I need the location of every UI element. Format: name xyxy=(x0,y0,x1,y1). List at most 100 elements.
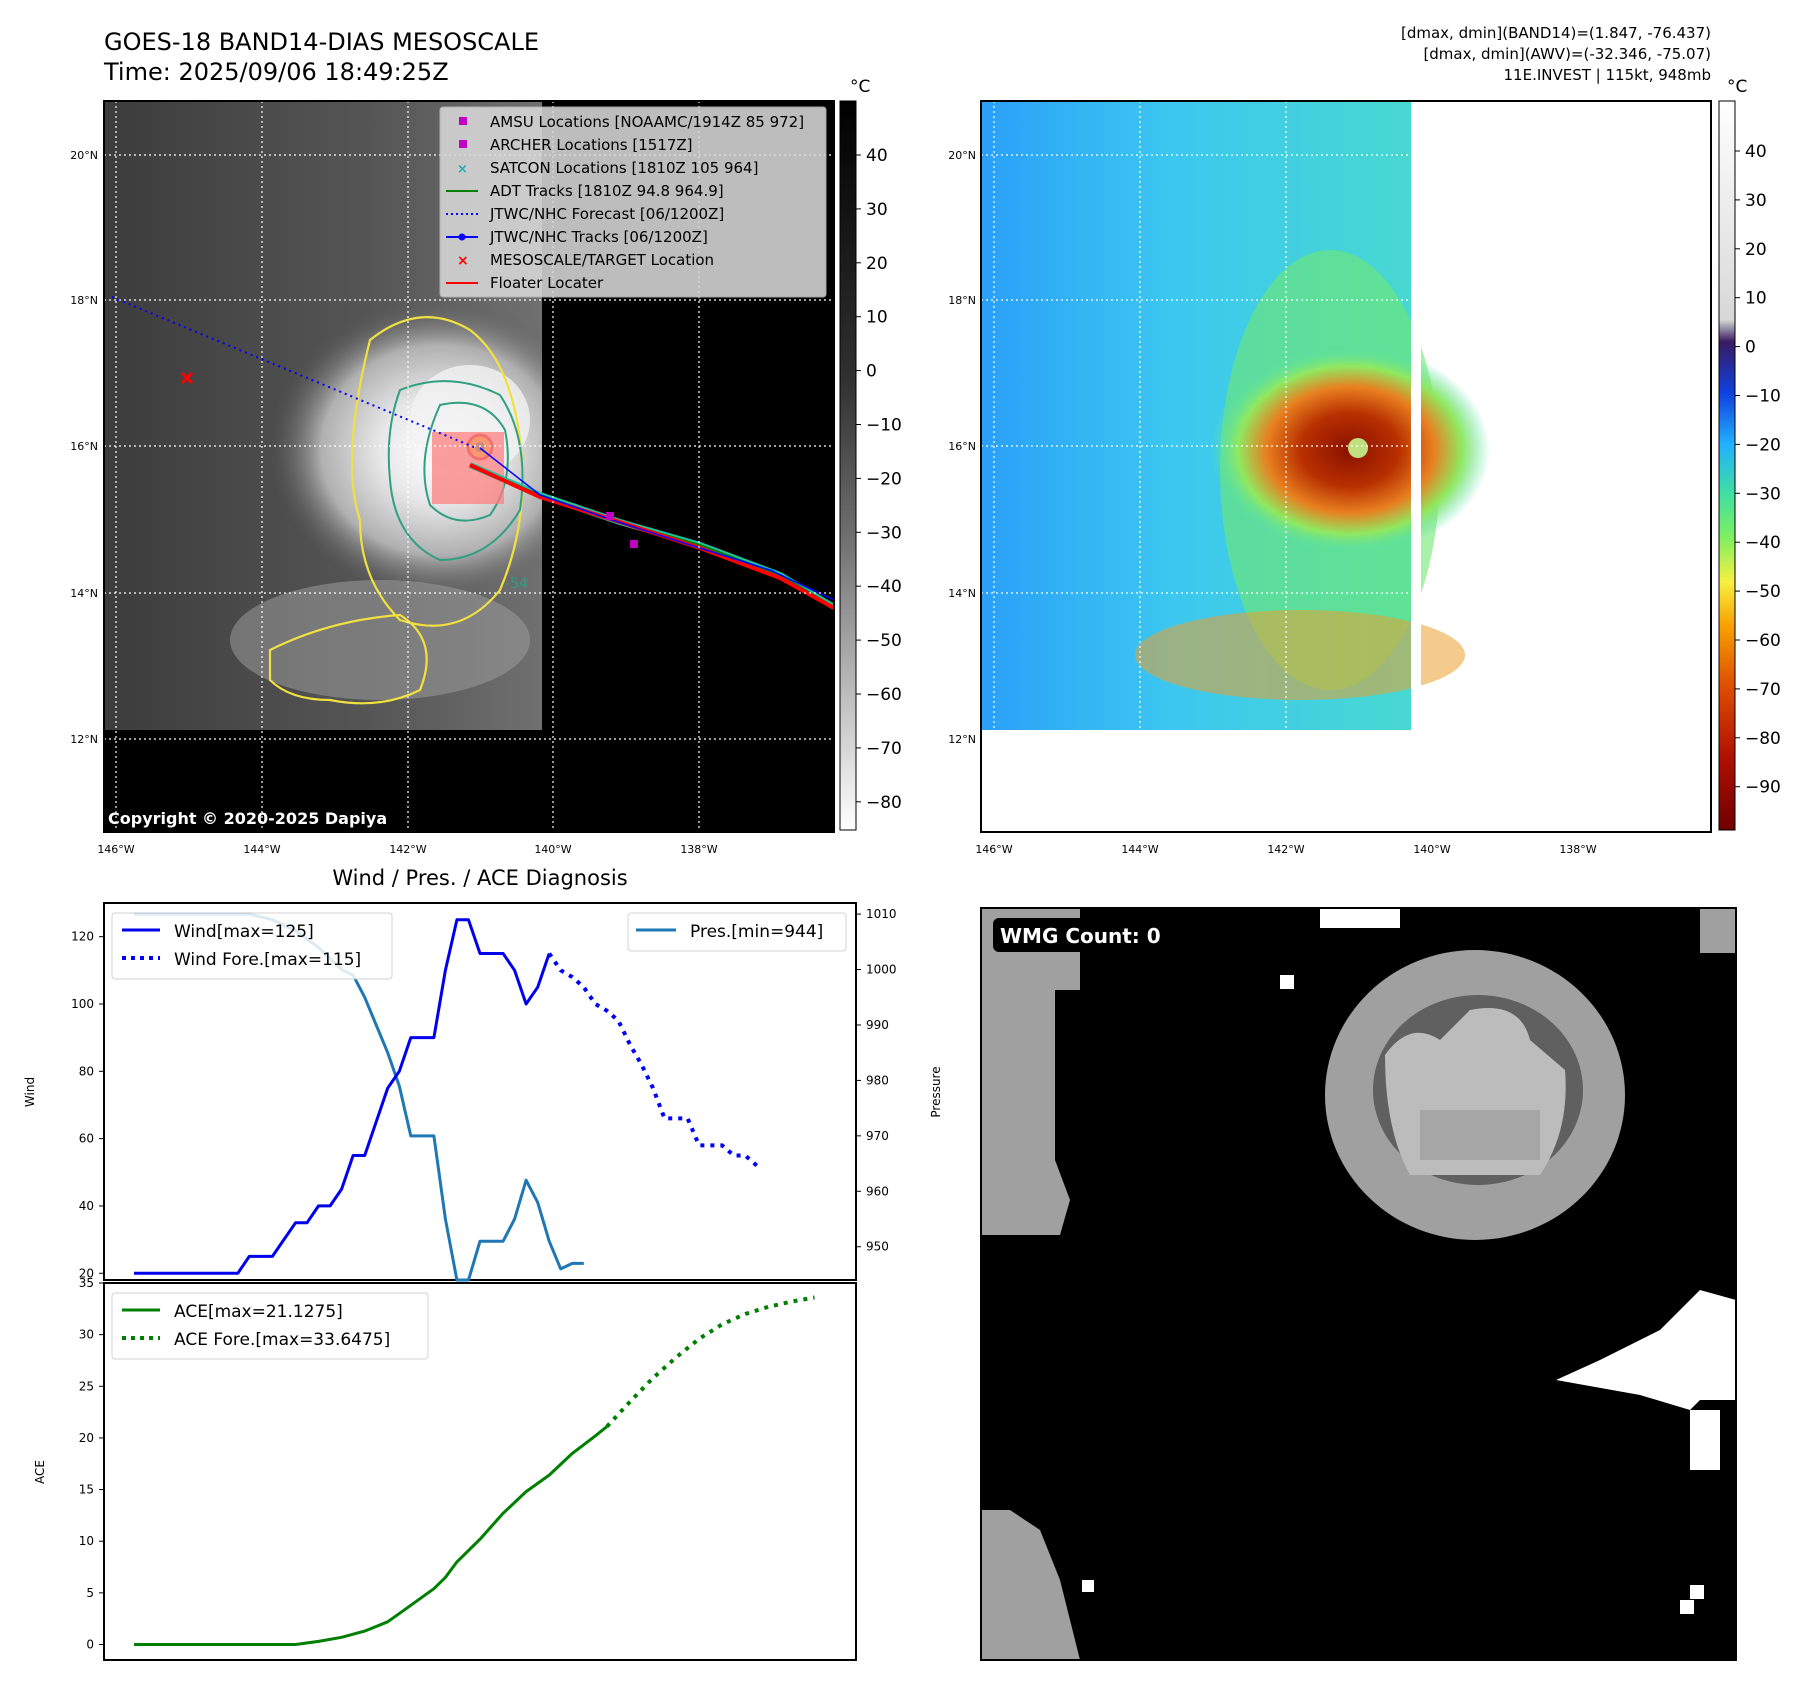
awv-lat-label-20n: 20°N xyxy=(948,149,976,162)
figure-time: Time: 2025/09/06 18:49:25Z xyxy=(103,58,449,86)
ace-axis-label: ACE xyxy=(33,1460,47,1484)
pressure-axis-tick-label: 1000 xyxy=(866,963,897,977)
ir-map-panel: -54 Copyright © 2020-2025 D xyxy=(70,100,836,856)
awv-eye xyxy=(1348,438,1368,458)
ir-lat-label-14n: 14°N xyxy=(70,587,98,600)
awvTicks-tick-label: −10 xyxy=(1745,387,1781,407)
pressure-axis-tick-label: 990 xyxy=(866,1018,889,1032)
map-legend: AMSU Locations [NOAAMC/1914Z 85 972] ARC… xyxy=(439,106,827,298)
ir-lon-label-142w: 142°W xyxy=(389,843,426,856)
awv-lon-label-140w: 140°W xyxy=(1413,843,1450,856)
legend-amsu-square xyxy=(459,117,467,125)
ace-axis-tick-label: 20 xyxy=(79,1431,94,1445)
legend-satcon-x-icon: × xyxy=(457,162,468,177)
legend-jtwc-label: JTWC/NHC Tracks [06/1200Z] xyxy=(489,228,708,246)
pressure-legend: Pres.[min=944] xyxy=(627,912,847,952)
awvTicks-tick-label: −50 xyxy=(1745,582,1781,602)
wind-legend: Wind[max=125] Wind Fore.[max=115] xyxy=(111,912,393,980)
pressure-axis-tick-label: 970 xyxy=(866,1129,889,1143)
awv-lat-label-16n: 16°N xyxy=(948,440,976,453)
wind-axis-label: Wind xyxy=(23,1077,37,1107)
ir-lon-label-138w: 138°W xyxy=(680,843,717,856)
wind-axis-tick-label: 60 xyxy=(79,1132,94,1146)
contour-yellow xyxy=(350,316,524,627)
wind-axis-tick-label: 120 xyxy=(71,930,94,944)
awv-map-panel: 20°N 18°N 16°N 14°N 12°N 146°W 144°W 142… xyxy=(948,100,1712,856)
wmg-count-label: WMG Count: 0 xyxy=(1000,924,1161,948)
pressure-axis-tick-label: 950 xyxy=(866,1240,889,1254)
amsu-marker xyxy=(630,540,638,548)
awvTicks-tick-label: −30 xyxy=(1745,484,1781,504)
awv-lat-label-18n: 18°N xyxy=(948,294,976,307)
wind-axis-tick-label: 80 xyxy=(79,1064,94,1078)
legend-adt-label: ADT Tracks [1810Z 94.8 964.9] xyxy=(490,182,724,200)
awv-lon-label-138w: 138°W xyxy=(1559,843,1596,856)
series-wind-max-125 xyxy=(134,918,551,1275)
ir-colorbar: °C 40 30 20 10 0 −10 −20 −30 −40 −50 −60 −70 −80 xyxy=(839,77,902,831)
figure-title: GOES-18 BAND14-DIAS MESOSCALE xyxy=(104,28,539,56)
ir-lon-label-146w: 146°W xyxy=(97,843,134,856)
ir-lat-label-20n: 20°N xyxy=(70,149,98,162)
copyright-text: Copyright © 2020-2025 Dapiya xyxy=(108,809,387,828)
series-ace-max-21-1275 xyxy=(134,1425,608,1646)
legend-satcon: × SATCON Locations [1810Z 105 964] xyxy=(457,159,758,177)
legend-forecast-label: JTWC/NHC Forecast [06/1200Z] xyxy=(489,205,724,223)
wind-axis-tick-label: 100 xyxy=(71,997,94,1011)
awv-lon-label-142w: 142°W xyxy=(1267,843,1304,856)
ir-colorbar-ticks: 40 30 20 10 0 −10 −20 −30 −40 −50 −60 −70 −80 xyxy=(856,146,902,813)
mesoscale-target-marker xyxy=(180,371,194,385)
legend-wind-fore-label: Wind Fore.[max=115] xyxy=(174,950,361,970)
irTicks-tick-label: −30 xyxy=(866,523,902,543)
irTicks-tick-label: −80 xyxy=(866,793,902,813)
wmg-panel: WMG Count: 0 xyxy=(980,907,1737,1661)
ir-colorbar-unit: °C xyxy=(850,77,870,97)
pressure-axis-tick-label: 1010 xyxy=(866,907,897,921)
ace-axis-tick-label: 35 xyxy=(79,1276,94,1290)
legend-archer: ARCHER Locations [1517Z] xyxy=(459,136,693,154)
archer-marker xyxy=(606,512,614,520)
legend-floater-label: Floater Locater xyxy=(490,274,604,292)
awv-colorbar-ticks: 40 30 20 10 0 −10 −20 −30 −40 −50 −60 −70 −80 −90 xyxy=(1735,142,1781,798)
irTicks-tick-label: 0 xyxy=(866,362,877,382)
irTicks-tick-label: −20 xyxy=(866,469,902,489)
awvTicks-tick-label: −20 xyxy=(1745,435,1781,455)
legend-satcon-label: SATCON Locations [1810Z 105 964] xyxy=(490,159,758,177)
ace-axis-tick-label: 30 xyxy=(79,1328,94,1342)
stats-awv: [dmax, dmin](AWV)=(-32.346, -75.07) xyxy=(1423,45,1711,63)
awv-lat-label-12n: 12°N xyxy=(948,733,976,746)
awv-lon-label-144w: 144°W xyxy=(1121,843,1158,856)
awvTicks-tick-label: −70 xyxy=(1745,680,1781,700)
jtwc-track xyxy=(479,447,835,601)
ace-axis-tick-label: 10 xyxy=(79,1534,94,1548)
awvTicks-tick-label: −80 xyxy=(1745,729,1781,749)
floater-box xyxy=(432,432,504,504)
legend-pres-label: Pres.[min=944] xyxy=(690,922,823,942)
awvTicks-tick-label: −40 xyxy=(1745,533,1781,553)
ace-axis-tick-label: 15 xyxy=(79,1483,94,1497)
legend-ace-fore-label: ACE Fore.[max=33.6475] xyxy=(174,1330,390,1350)
irTicks-tick-label: 20 xyxy=(866,254,888,274)
legend-wind-label: Wind[max=125] xyxy=(174,922,314,942)
awvTicks-tick-label: 30 xyxy=(1745,191,1767,211)
series-ace-fore-max-33-6475 xyxy=(605,1295,815,1428)
legend-archer-square xyxy=(459,140,467,148)
legend-floater: Floater Locater xyxy=(446,274,604,292)
stats-band14: [dmax, dmin](BAND14)=(1.847, -76.437) xyxy=(1401,24,1711,42)
legend-archer-label: ARCHER Locations [1517Z] xyxy=(490,136,693,154)
series-wind-fore-max-115 xyxy=(547,952,759,1168)
ace-axis-tick-label: 5 xyxy=(86,1586,94,1600)
irTicks-tick-label: 30 xyxy=(866,200,888,220)
legend-target-label: MESOSCALE/TARGET Location xyxy=(490,251,714,269)
irTicks-tick-label: −70 xyxy=(866,739,902,759)
irTicks-tick-label: 40 xyxy=(866,146,888,166)
ace-chart-marks: 0 5 10 15 20 25 30 35 xyxy=(79,1276,815,1652)
ace-chart: 0 5 10 15 20 25 30 35 ACE ACE[max=21.1275] ACE … xyxy=(33,1276,857,1661)
wind-axis-tick-label: 40 xyxy=(79,1199,94,1213)
awvTicks-tick-label: 40 xyxy=(1745,142,1767,162)
legend-forecast: JTWC/NHC Forecast [06/1200Z] xyxy=(446,205,724,223)
pressure-axis-label: Pressure xyxy=(929,1066,943,1117)
awv-gridlines xyxy=(981,101,1420,832)
awv-colorbar-unit: °C xyxy=(1727,77,1747,97)
legend-ace-label: ACE[max=21.1275] xyxy=(174,1302,343,1322)
legend-jtwc-tracks: JTWC/NHC Tracks [06/1200Z] xyxy=(446,228,708,246)
